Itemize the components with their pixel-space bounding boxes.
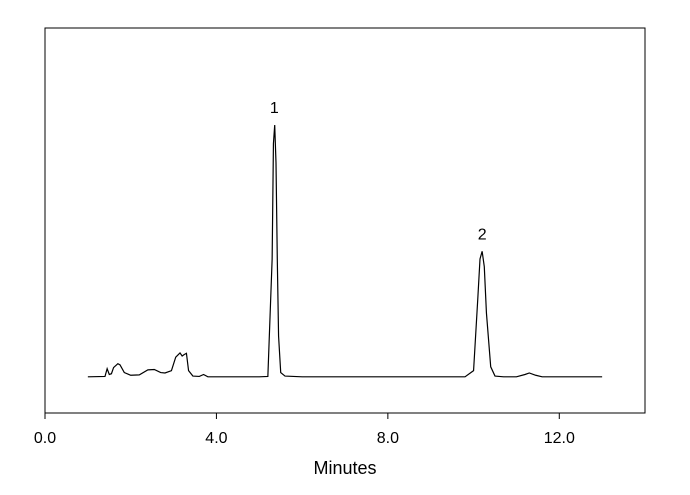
x-tick-label: 4.0 (205, 430, 227, 447)
plot-frame (44, 27, 646, 414)
x-tick-label: 12.0 (544, 430, 575, 447)
x-tick-label: 0.0 (34, 430, 56, 447)
peak-label: 1 (270, 100, 279, 117)
x-axis-label: Minutes (313, 458, 376, 478)
trace (87, 124, 603, 378)
x-tick-label: 8.0 (377, 430, 399, 447)
peak-label: 2 (478, 226, 487, 243)
